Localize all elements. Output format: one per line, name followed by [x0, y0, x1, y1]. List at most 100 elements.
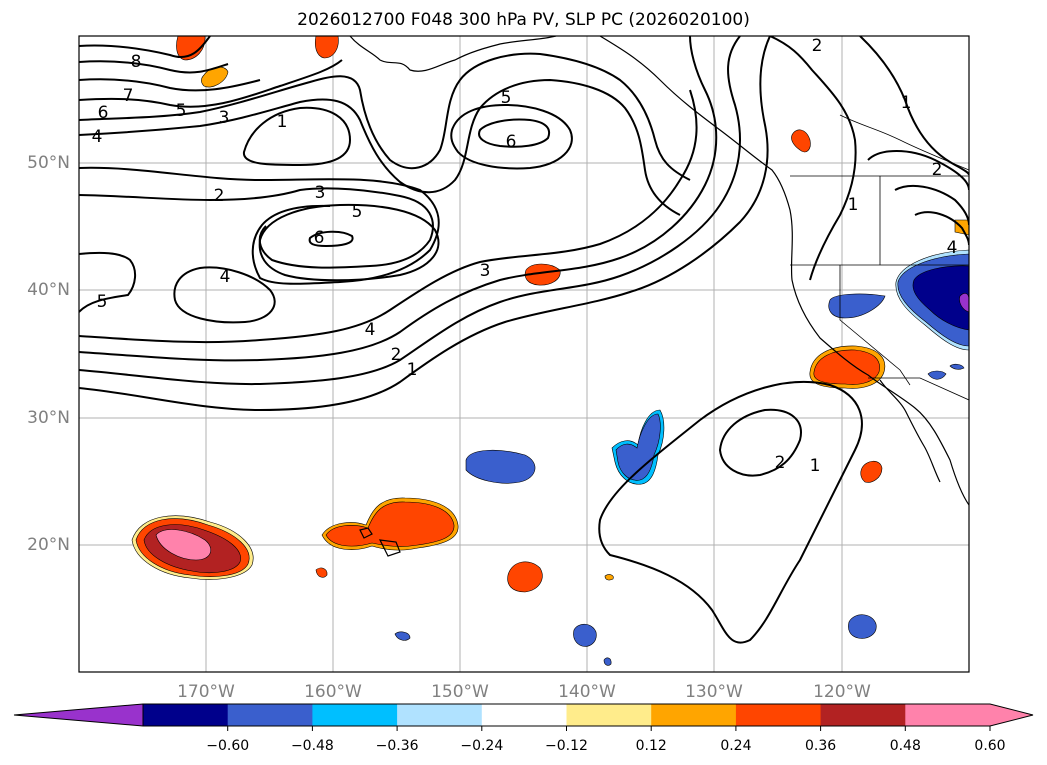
- contour-3-west: [79, 187, 434, 269]
- contour-label: 6: [98, 103, 109, 123]
- contour-label: 1: [407, 360, 418, 380]
- colorbar-segment: [651, 704, 737, 726]
- coastline-baja: [879, 379, 941, 483]
- contour-2: [79, 166, 440, 285]
- colorbar-segment: [312, 704, 398, 726]
- colorbar-segments: [14, 704, 1033, 726]
- contour-5-center: [258, 203, 440, 282]
- colorbar-segment: [820, 704, 906, 726]
- contour-label: 2: [214, 186, 225, 206]
- colorbar-segment: [481, 704, 568, 726]
- lon-label-130w: 130°W: [685, 682, 743, 702]
- pv-blob-west-pink: [155, 529, 212, 561]
- pv-neg-blob-1: [465, 449, 536, 484]
- contour-label: 2: [391, 345, 402, 365]
- pv-spot-baja: [860, 460, 883, 483]
- colorbar-segment: [566, 704, 652, 726]
- colorbar-segment: [143, 704, 229, 726]
- pv-spot-south: [507, 561, 543, 593]
- colorbar-tick-label: −0.36: [376, 738, 419, 754]
- contour-label: 1: [810, 456, 821, 476]
- contour-2-east-low: [867, 150, 969, 191]
- colorbar-tick-label: 0.60: [974, 738, 1005, 754]
- contour-label: 5: [352, 202, 363, 222]
- coastline-west-coast: [599, 36, 969, 506]
- contour-label: 2: [812, 36, 823, 56]
- contour-label: 4: [947, 238, 958, 258]
- pv-neg-spot-4: [949, 363, 965, 370]
- coastlines: [349, 36, 969, 557]
- map-content: 8 7 6 5 4 3 1 5 6 2 3 5 6 4 5 4 2 1 3 2 …: [79, 36, 969, 672]
- contour-1-east: [859, 36, 969, 176]
- contour-label: 1: [901, 93, 912, 113]
- contour-5-west: [79, 59, 343, 108]
- longitude-labels: 170°W 160°W 150°W 140°W 130°W 120°W: [177, 682, 871, 702]
- colorbar-tick-label: 0.48: [890, 738, 921, 754]
- lon-label-120w: 120°W: [813, 682, 871, 702]
- pv-neg-blob-4: [848, 614, 877, 639]
- pv-neg-great-basin-core: [912, 265, 969, 331]
- pv-spot-bc: [791, 129, 811, 153]
- contour-4-east-low: [914, 211, 969, 246]
- contour-label: 5: [176, 101, 187, 121]
- colorbar-tick-label: 0.12: [636, 738, 667, 754]
- pv-neg-great-basin-min: [959, 293, 969, 313]
- lat-label-40n: 40°N: [27, 280, 70, 300]
- colorbar-extend-min: [14, 704, 143, 726]
- contour-1-subtropical: [598, 381, 863, 644]
- coastline-alaska: [349, 36, 557, 72]
- colorbar-tick-label: 0.36: [805, 738, 836, 754]
- pv-spot-north-2: [314, 36, 339, 59]
- pv-spot-small-2: [604, 574, 614, 581]
- contour-3-east-low: [894, 184, 969, 226]
- contour-6-west: [79, 78, 261, 92]
- pv-neg-spot-1: [394, 631, 411, 641]
- contour-5-sw: [79, 251, 136, 313]
- border-us-mexico: [868, 377, 969, 401]
- colorbar-outline: [13, 703, 1034, 727]
- map-frame: [78, 35, 970, 673]
- contour-label: 4: [365, 320, 376, 340]
- contour-label: 1: [848, 195, 859, 215]
- pv-neg-spot-2: [603, 657, 612, 666]
- pv-neg-spot-3: [927, 370, 947, 380]
- contour-label: 3: [315, 183, 326, 203]
- pv-neg-blob-2: [615, 413, 661, 481]
- lat-label-50n: 50°N: [27, 153, 70, 173]
- pv-spot-small-1: [315, 567, 328, 578]
- contour-label: 3: [480, 261, 491, 281]
- contour-label: 2: [775, 453, 786, 473]
- colorbar: −0.60 −0.48 −0.36 −0.24 −0.12 0.12 0.24 0.36 0.4…: [13, 703, 1034, 754]
- contour-labels: 8 7 6 5 4 3 1 5 6 2 3 5 6 4 5 4 2 1 3 2 …: [92, 36, 958, 476]
- lon-label-170w: 170°W: [177, 682, 235, 702]
- contour-label: 6: [506, 132, 517, 152]
- lon-label-140w: 140°W: [558, 682, 616, 702]
- lon-label-150w: 150°W: [431, 682, 489, 702]
- contour-1-long: [79, 36, 771, 412]
- coastline-hawaii: [359, 527, 401, 557]
- colorbar-segment: [227, 704, 313, 726]
- colorbar-segment: [397, 704, 483, 726]
- pv-anomaly-fill: [131, 36, 969, 666]
- colorbar-extend-max: [990, 704, 1033, 726]
- colorbar-segment: [735, 704, 822, 726]
- colorbar-tick-label: 0.24: [720, 738, 751, 754]
- contour-4: [79, 52, 691, 181]
- contour-label: 8: [131, 52, 142, 72]
- contour-5-high: [450, 103, 573, 170]
- lon-label-160w: 160°W: [304, 682, 362, 702]
- contour-label: 5: [97, 292, 108, 312]
- contour-2-subtropical: [718, 408, 802, 477]
- contour-7: [79, 60, 229, 74]
- contour-4-long: [79, 89, 698, 344]
- contour-label: 4: [220, 267, 231, 287]
- contour-label: 4: [92, 127, 103, 147]
- contour-4-sw: [173, 266, 276, 324]
- contour-2-east: [769, 36, 857, 281]
- political-borders: [790, 114, 969, 401]
- pv-neg-blob-calif: [828, 293, 886, 319]
- contour-2-long: [79, 36, 741, 386]
- contour-label: 3: [219, 108, 230, 128]
- colorbar-tick-label: −0.24: [460, 738, 503, 754]
